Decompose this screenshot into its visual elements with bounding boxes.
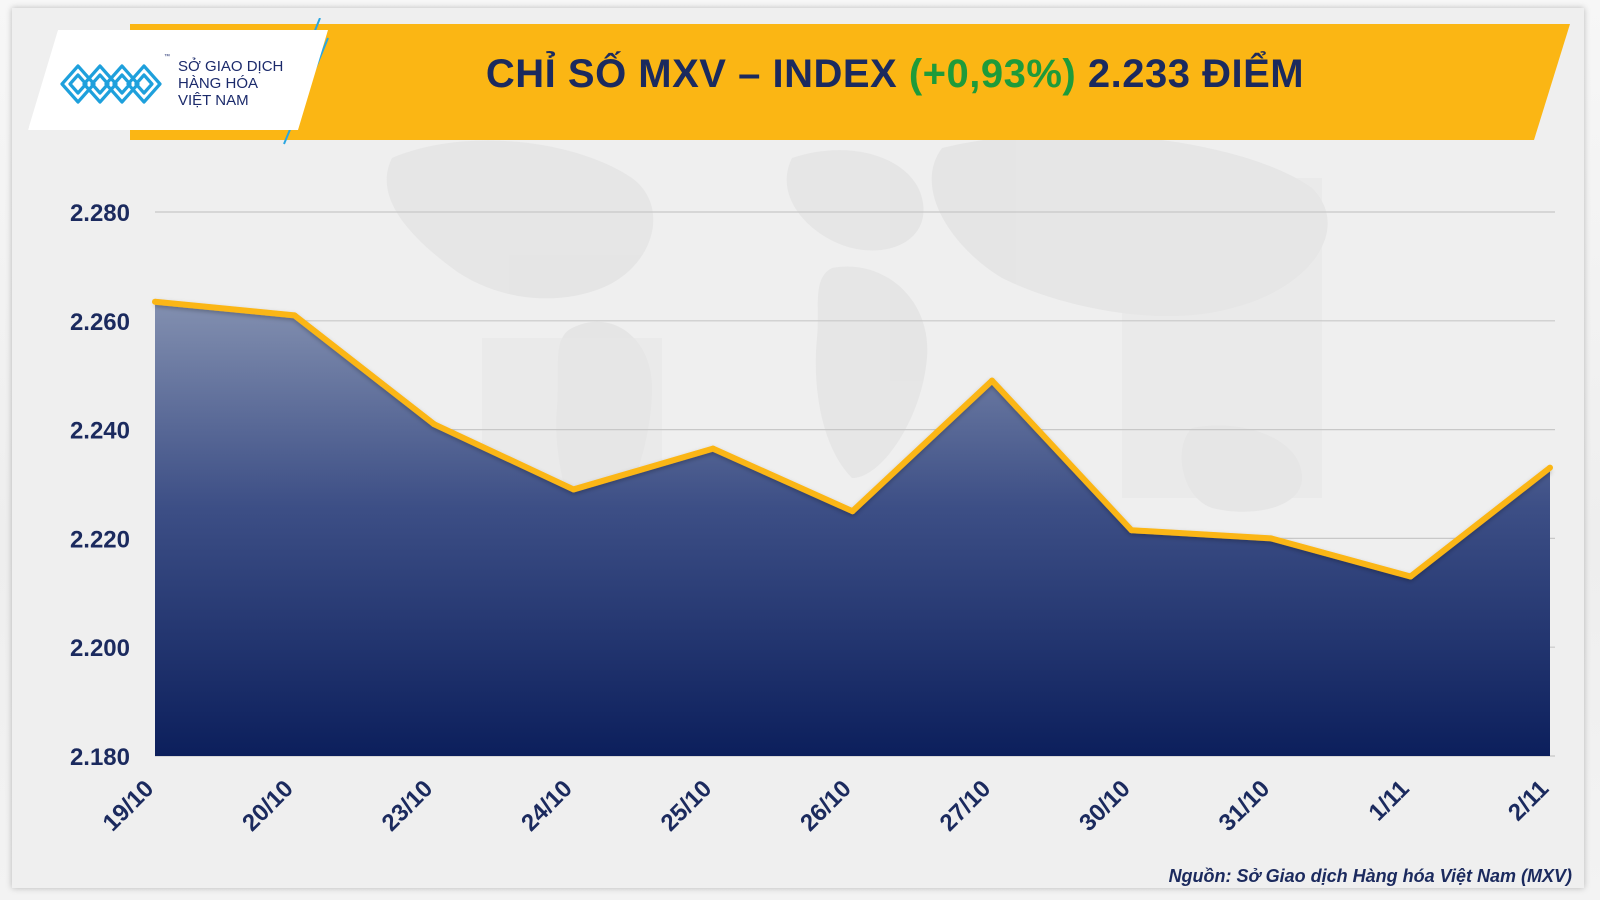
data-point: [291, 312, 298, 319]
data-point: [710, 445, 716, 452]
data-point: [989, 377, 995, 384]
data-point: [1128, 527, 1135, 534]
y-tick-label: 2.280: [70, 200, 130, 227]
area-fill: [155, 301, 1550, 756]
x-tick-label: 26/10: [795, 775, 857, 837]
logo-line-3: VIỆT NAM: [178, 92, 249, 109]
x-tick-label: 24/10: [516, 775, 578, 837]
y-tick-label: 2.220: [70, 526, 130, 553]
x-tick-label: 27/10: [935, 775, 997, 837]
x-tick-label: 31/10: [1214, 775, 1276, 837]
x-axis-ticks: 19/10 20/10 23/10 24/10 25/10 26/10 27/10 30/10…: [98, 775, 1555, 837]
area-series: [152, 298, 1553, 756]
y-tick-label: 2.200: [70, 635, 130, 662]
mxv-logo-icon: [60, 64, 162, 104]
y-tick-label: 2.240: [70, 418, 130, 445]
y-tick-label: 2.180: [70, 744, 130, 771]
title-value: 2.233 ĐIỂM: [1087, 52, 1305, 96]
data-point: [431, 421, 437, 428]
x-tick-label: 20/10: [237, 775, 299, 837]
title-banner: [130, 24, 1570, 140]
x-tick-label: 19/10: [98, 775, 160, 837]
y-axis-ticks: 2.180 2.200 2.220 2.240 2.260 2.280: [70, 200, 130, 771]
title-change: (+0,93%): [908, 52, 1077, 96]
logo-card: [28, 30, 328, 130]
x-tick-label: 25/10: [656, 775, 718, 837]
trademark-symbol: ™: [164, 54, 170, 60]
data-point: [1407, 573, 1414, 580]
logo-wordmark: SỞ GIAO DỊCH HÀNG HÓA VIỆT NAM: [178, 58, 308, 109]
x-tick-label: 23/10: [377, 775, 439, 837]
source-note: Nguồn: Sở Giao dịch Hàng hóa Việt Nam (M…: [1168, 866, 1572, 886]
logo-line-1: SỞ GIAO DỊCH: [178, 58, 284, 75]
data-point: [570, 486, 577, 493]
y-tick-label: 2.260: [70, 309, 130, 336]
x-tick-label: 30/10: [1074, 775, 1136, 837]
chart-title: CHỈ SỐ MXV – INDEX (+0,93%) 2.233 ĐIỂM: [350, 52, 1440, 97]
data-point: [1547, 464, 1553, 471]
x-tick-label: 2/11: [1503, 775, 1554, 826]
data-point: [152, 298, 158, 305]
logo-line-2: HÀNG HÓA: [178, 75, 259, 92]
title-main: CHỈ SỐ MXV – INDEX: [485, 52, 898, 96]
x-tick-label: 1/11: [1364, 775, 1415, 826]
data-point: [849, 508, 856, 515]
data-point: [1268, 535, 1274, 542]
